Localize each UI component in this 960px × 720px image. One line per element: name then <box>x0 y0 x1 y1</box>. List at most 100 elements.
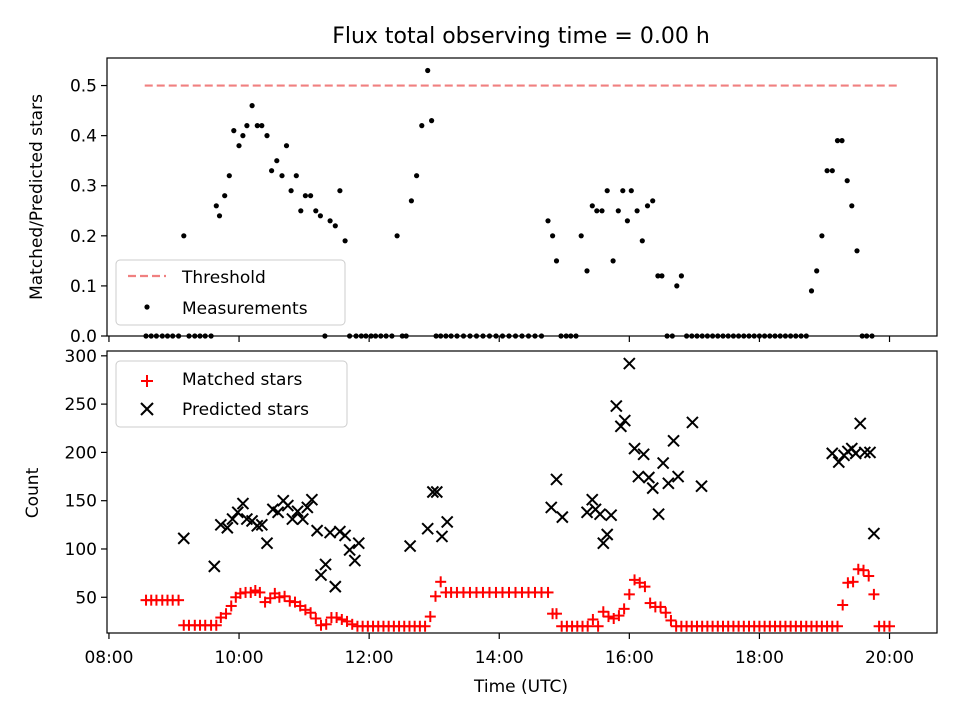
predicted-stars-point <box>637 448 650 461</box>
matched-stars-point <box>424 611 436 623</box>
predicted-stars-series <box>177 357 881 593</box>
predicted-stars-point <box>271 506 285 519</box>
matched-stars-point <box>868 588 880 600</box>
measurement-point <box>655 273 661 279</box>
matched-stars-point <box>320 618 332 630</box>
x-tick-label: 14:00 <box>475 648 524 668</box>
measurement-point <box>419 123 425 129</box>
predicted-stars-point <box>319 558 332 571</box>
top-plot-frame <box>106 57 938 337</box>
predicted-stars-point <box>305 493 319 506</box>
top-plot: 0.0 0.1 0.2 0.3 0.4 0.5 Matched/Predicted sta… <box>27 57 938 347</box>
measurement-point <box>264 133 270 139</box>
top-y-axis-label: Matched/Predicted stars <box>27 94 47 300</box>
measurement-point <box>317 213 323 219</box>
predicted-stars-point <box>231 506 244 519</box>
measurement-point <box>650 198 656 204</box>
predicted-stars-point <box>310 524 324 537</box>
matched-stars-point <box>623 588 635 600</box>
top-y-tick-label: 0.3 <box>70 177 97 197</box>
matched-stars-point <box>419 620 431 632</box>
bottom-y-tick-label: 250 <box>65 395 97 415</box>
measurement-point <box>844 178 850 184</box>
measurement-point <box>599 208 605 214</box>
matched-stars-series <box>140 563 896 632</box>
matched-stars-point <box>542 586 554 598</box>
measurement-point <box>659 273 665 279</box>
bottom-legend-box <box>115 360 348 428</box>
predicted-stars-point <box>614 420 628 433</box>
matched-stars-point <box>550 608 562 620</box>
x-axis-label: Time (UTC) <box>473 677 568 697</box>
measurement-point <box>308 193 314 199</box>
predicted-stars-point <box>597 536 610 550</box>
x-tick-label: 10:00 <box>215 648 264 668</box>
measurement-point <box>269 168 275 174</box>
predicted-stars-point <box>642 471 656 484</box>
matched-stars-point <box>847 576 859 588</box>
measurement-point <box>814 268 820 274</box>
measurement-point <box>604 188 610 194</box>
matched-stars-point <box>618 603 630 615</box>
bottom-y-axis-label: Count <box>23 467 43 518</box>
predicted-stars-point <box>343 543 356 557</box>
top-x-axis <box>108 336 891 342</box>
predicted-stars-point <box>251 519 264 533</box>
predicted-stars-point <box>601 528 614 541</box>
matched-stars-point <box>831 620 843 632</box>
predicted-stars-point <box>854 417 867 430</box>
predicted-stars-point <box>545 501 558 514</box>
x-tick-label: 08:00 <box>84 648 133 668</box>
predicted-stars-point <box>632 470 645 483</box>
measurement-point <box>429 118 435 124</box>
measurement-point <box>678 273 685 279</box>
bottom-legend: Matched stars Predicted stars <box>115 360 348 428</box>
predicted-stars-point <box>440 515 454 529</box>
bottom-plot: 50 100 150 200 250 300 08:00 10:00 12:00 14:00 16… <box>23 347 938 697</box>
matched-stars-point <box>310 613 322 625</box>
predicted-stars-point <box>652 508 665 521</box>
predicted-stars-point <box>236 497 250 510</box>
matched-stars-point <box>220 608 232 620</box>
threshold-legend-label: Threshold <box>181 268 266 288</box>
matched-stars-point <box>582 620 594 632</box>
measurement-point <box>327 218 333 224</box>
measurement-point <box>584 268 590 274</box>
matched-stars-point <box>592 620 604 632</box>
predicted-stars-point <box>208 560 221 573</box>
measurements-legend-swatch <box>144 304 150 310</box>
predicted-stars-point <box>656 456 670 470</box>
measurement-point <box>553 258 560 264</box>
matched-stars-point <box>639 581 651 593</box>
matched-stars-point <box>210 619 222 631</box>
predicted-stars-point <box>296 512 309 526</box>
measurement-point <box>313 208 319 214</box>
predicted-stars-point <box>580 506 594 519</box>
measurement-point <box>425 67 431 74</box>
measurement-point <box>849 203 855 209</box>
bottom-plot-frame <box>106 350 938 634</box>
predicted-stars-point <box>435 530 449 543</box>
matched-stars-point <box>336 613 348 625</box>
measurement-point <box>274 158 280 164</box>
predicted-stars-point <box>403 539 417 553</box>
predicted-stars-point <box>291 505 304 518</box>
matched-stars-point <box>837 599 849 611</box>
matched-stars-point <box>254 586 266 598</box>
matched-stars-point <box>603 611 615 623</box>
measurement-point <box>181 233 187 239</box>
bottom-y-tick-label: 200 <box>65 443 97 463</box>
matched-stars-point <box>435 576 447 588</box>
matched-legend-swatch <box>141 375 153 387</box>
matched-stars-point <box>346 618 358 630</box>
matched-stars-point <box>597 606 609 618</box>
predicted-stars-point <box>177 532 190 545</box>
predicted-stars-point <box>623 357 636 370</box>
x-tick-label: 12:00 <box>345 648 394 668</box>
measurement-point <box>674 283 680 289</box>
bottom-y-tick-label: 100 <box>65 540 97 560</box>
bottom-y-tick-label: 150 <box>65 492 97 512</box>
predicted-stars-point <box>221 521 234 534</box>
measurement-point <box>302 193 308 199</box>
measurement-point <box>639 238 645 244</box>
